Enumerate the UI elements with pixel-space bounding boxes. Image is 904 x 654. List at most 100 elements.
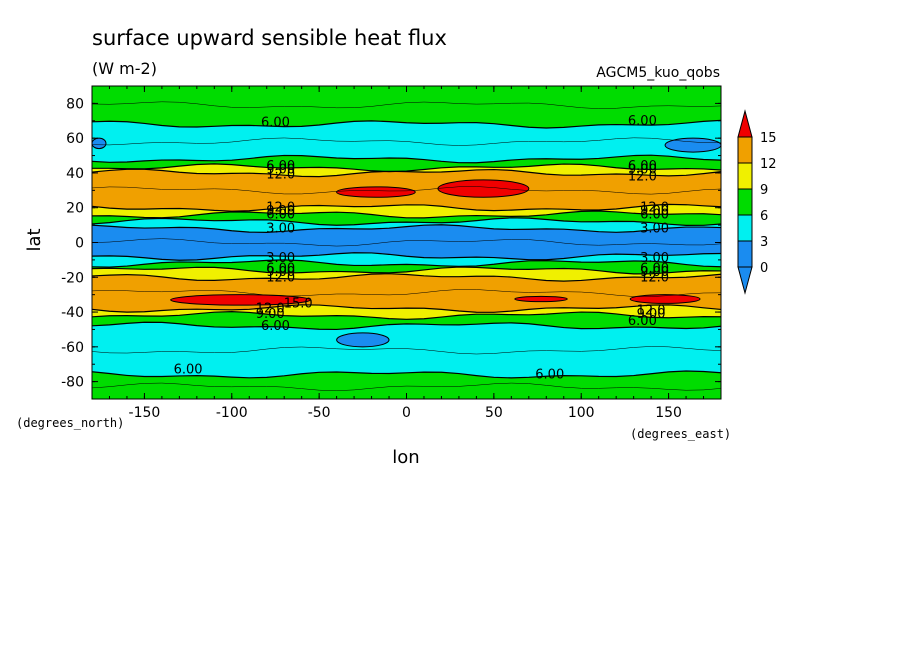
contour-label: 9.00 bbox=[266, 162, 295, 177]
contour-label: 9.00 bbox=[637, 307, 666, 322]
shaded-patches bbox=[92, 137, 721, 348]
band-6 bbox=[92, 86, 721, 128]
x-axis-label: lon bbox=[392, 447, 419, 468]
y-tick-label: -80 bbox=[61, 375, 84, 391]
colorbar-segment bbox=[737, 136, 753, 164]
contour-line-minor bbox=[92, 186, 721, 195]
chart-units: (W m-2) bbox=[92, 59, 157, 78]
chart-title: surface upward sensible heat flux bbox=[92, 26, 447, 50]
colorbar-label: 3 bbox=[760, 235, 768, 250]
contour-line bbox=[92, 273, 721, 282]
contour-line-minor bbox=[92, 137, 721, 146]
contour-label: 6.00 bbox=[266, 159, 295, 174]
contour-label: 9.00 bbox=[266, 204, 295, 219]
colorbar-label: 9 bbox=[760, 183, 768, 198]
contour-label: 3.00 bbox=[640, 251, 669, 266]
colorbar-extend-bottom bbox=[737, 266, 753, 295]
contour-lines bbox=[92, 101, 721, 391]
contour-label: 12.0 bbox=[628, 169, 657, 184]
contour-label: 9.00 bbox=[266, 265, 295, 280]
contour-line-minor bbox=[92, 382, 721, 391]
x-tick-label: -150 bbox=[129, 405, 161, 421]
x-tick-label: 0 bbox=[402, 405, 411, 421]
band-9 bbox=[92, 204, 721, 218]
contour-labels: 6.00 6.006.009.0012.06.009.0012.012.09.00… bbox=[174, 114, 669, 383]
contour-label: 6.00 bbox=[261, 116, 290, 131]
y-tick-label: 60 bbox=[66, 131, 84, 147]
contour-line bbox=[92, 259, 721, 268]
contour-line bbox=[92, 266, 721, 275]
x-axis-ticks: -150 -100 -50 0 50 100 150 bbox=[108, 86, 705, 421]
band-9 bbox=[92, 304, 721, 320]
colorbar: 0 3 6 9 12 15 bbox=[737, 109, 777, 295]
x-tick-label: -50 bbox=[308, 405, 331, 421]
colorbar-label: 0 bbox=[760, 261, 768, 276]
contour-label: 12.0 bbox=[266, 201, 295, 216]
colorbar-label: 6 bbox=[760, 209, 768, 224]
contour-line bbox=[92, 304, 721, 313]
y-axis-label: lat bbox=[24, 228, 45, 251]
patch-15 bbox=[336, 186, 416, 198]
contour-label: 12.0 bbox=[256, 302, 285, 317]
contour-line-minor bbox=[92, 238, 721, 247]
contour-line-minor bbox=[92, 346, 721, 355]
y-tick-label: -60 bbox=[61, 340, 84, 356]
contour-label: 12.0 bbox=[640, 201, 669, 216]
contour-line bbox=[92, 203, 721, 212]
contour-label: 3.00 bbox=[266, 251, 295, 266]
patch-0 bbox=[92, 137, 107, 150]
contour-line bbox=[92, 224, 721, 233]
y-axis-ticks: 80 60 40 20 0 -20 -40 -60 -80 bbox=[61, 85, 721, 400]
patch-15 bbox=[437, 179, 530, 198]
contour-line bbox=[92, 252, 721, 261]
contour-label: 6.00 bbox=[266, 262, 295, 277]
contour-label: 15.0 bbox=[284, 296, 313, 311]
contour-line bbox=[92, 154, 721, 164]
contour-label: 6.00 bbox=[174, 362, 203, 377]
band-9 bbox=[92, 163, 721, 177]
contour-label: 12.0 bbox=[640, 270, 669, 285]
y-tick-label: 20 bbox=[66, 201, 84, 217]
colorbar-label: 15 bbox=[760, 131, 777, 146]
x-units-label: (degrees_east) bbox=[630, 427, 731, 441]
contour-label: 6.00 bbox=[628, 159, 657, 174]
contour-label: 12.0 bbox=[266, 168, 295, 183]
y-tick-label: -20 bbox=[61, 270, 84, 286]
colorbar-segment bbox=[737, 162, 753, 190]
contour-line bbox=[92, 168, 721, 178]
contour-label: 6.00 bbox=[640, 208, 669, 223]
x-tick-label: -100 bbox=[216, 405, 248, 421]
contour-label: 6.00 bbox=[640, 262, 669, 277]
band-0 bbox=[92, 224, 721, 261]
patch-15 bbox=[514, 295, 568, 303]
band-3 bbox=[92, 322, 721, 378]
contour-line bbox=[92, 119, 721, 129]
x-tick-label: 50 bbox=[485, 405, 503, 421]
contour-label: 9.00 bbox=[256, 307, 285, 322]
contour-label: 12.0 bbox=[266, 270, 295, 285]
contour-line bbox=[92, 217, 721, 226]
plot-area: 6.00 6.006.009.0012.06.009.0012.012.09.00… bbox=[91, 85, 722, 400]
contour-label: 6.00 bbox=[266, 208, 295, 223]
contour-line bbox=[92, 370, 721, 379]
source-label: AGCM5_kuo_qobs bbox=[596, 65, 720, 81]
contour-line bbox=[92, 321, 721, 331]
colorbar-label: 12 bbox=[760, 157, 777, 172]
y-units-label: (degrees_north) bbox=[16, 416, 124, 430]
contour-label: 9.00 bbox=[628, 162, 657, 177]
colorbar-segment bbox=[737, 188, 753, 216]
contour-label: 3.00 bbox=[266, 222, 295, 237]
contour-label: 6.00 bbox=[628, 114, 657, 129]
contour-line-minor bbox=[92, 101, 721, 109]
patch-0 bbox=[336, 332, 390, 348]
y-tick-label: -40 bbox=[61, 305, 84, 321]
contour-line bbox=[92, 311, 721, 320]
contour-line-minor bbox=[92, 289, 721, 297]
contour-label: 6.00 bbox=[261, 319, 290, 334]
contour-line bbox=[92, 210, 721, 219]
patch-15 bbox=[170, 294, 311, 306]
contour-label: 6.00 bbox=[535, 368, 564, 383]
x-tick-label: 100 bbox=[568, 405, 595, 421]
y-tick-label: 80 bbox=[66, 96, 84, 112]
